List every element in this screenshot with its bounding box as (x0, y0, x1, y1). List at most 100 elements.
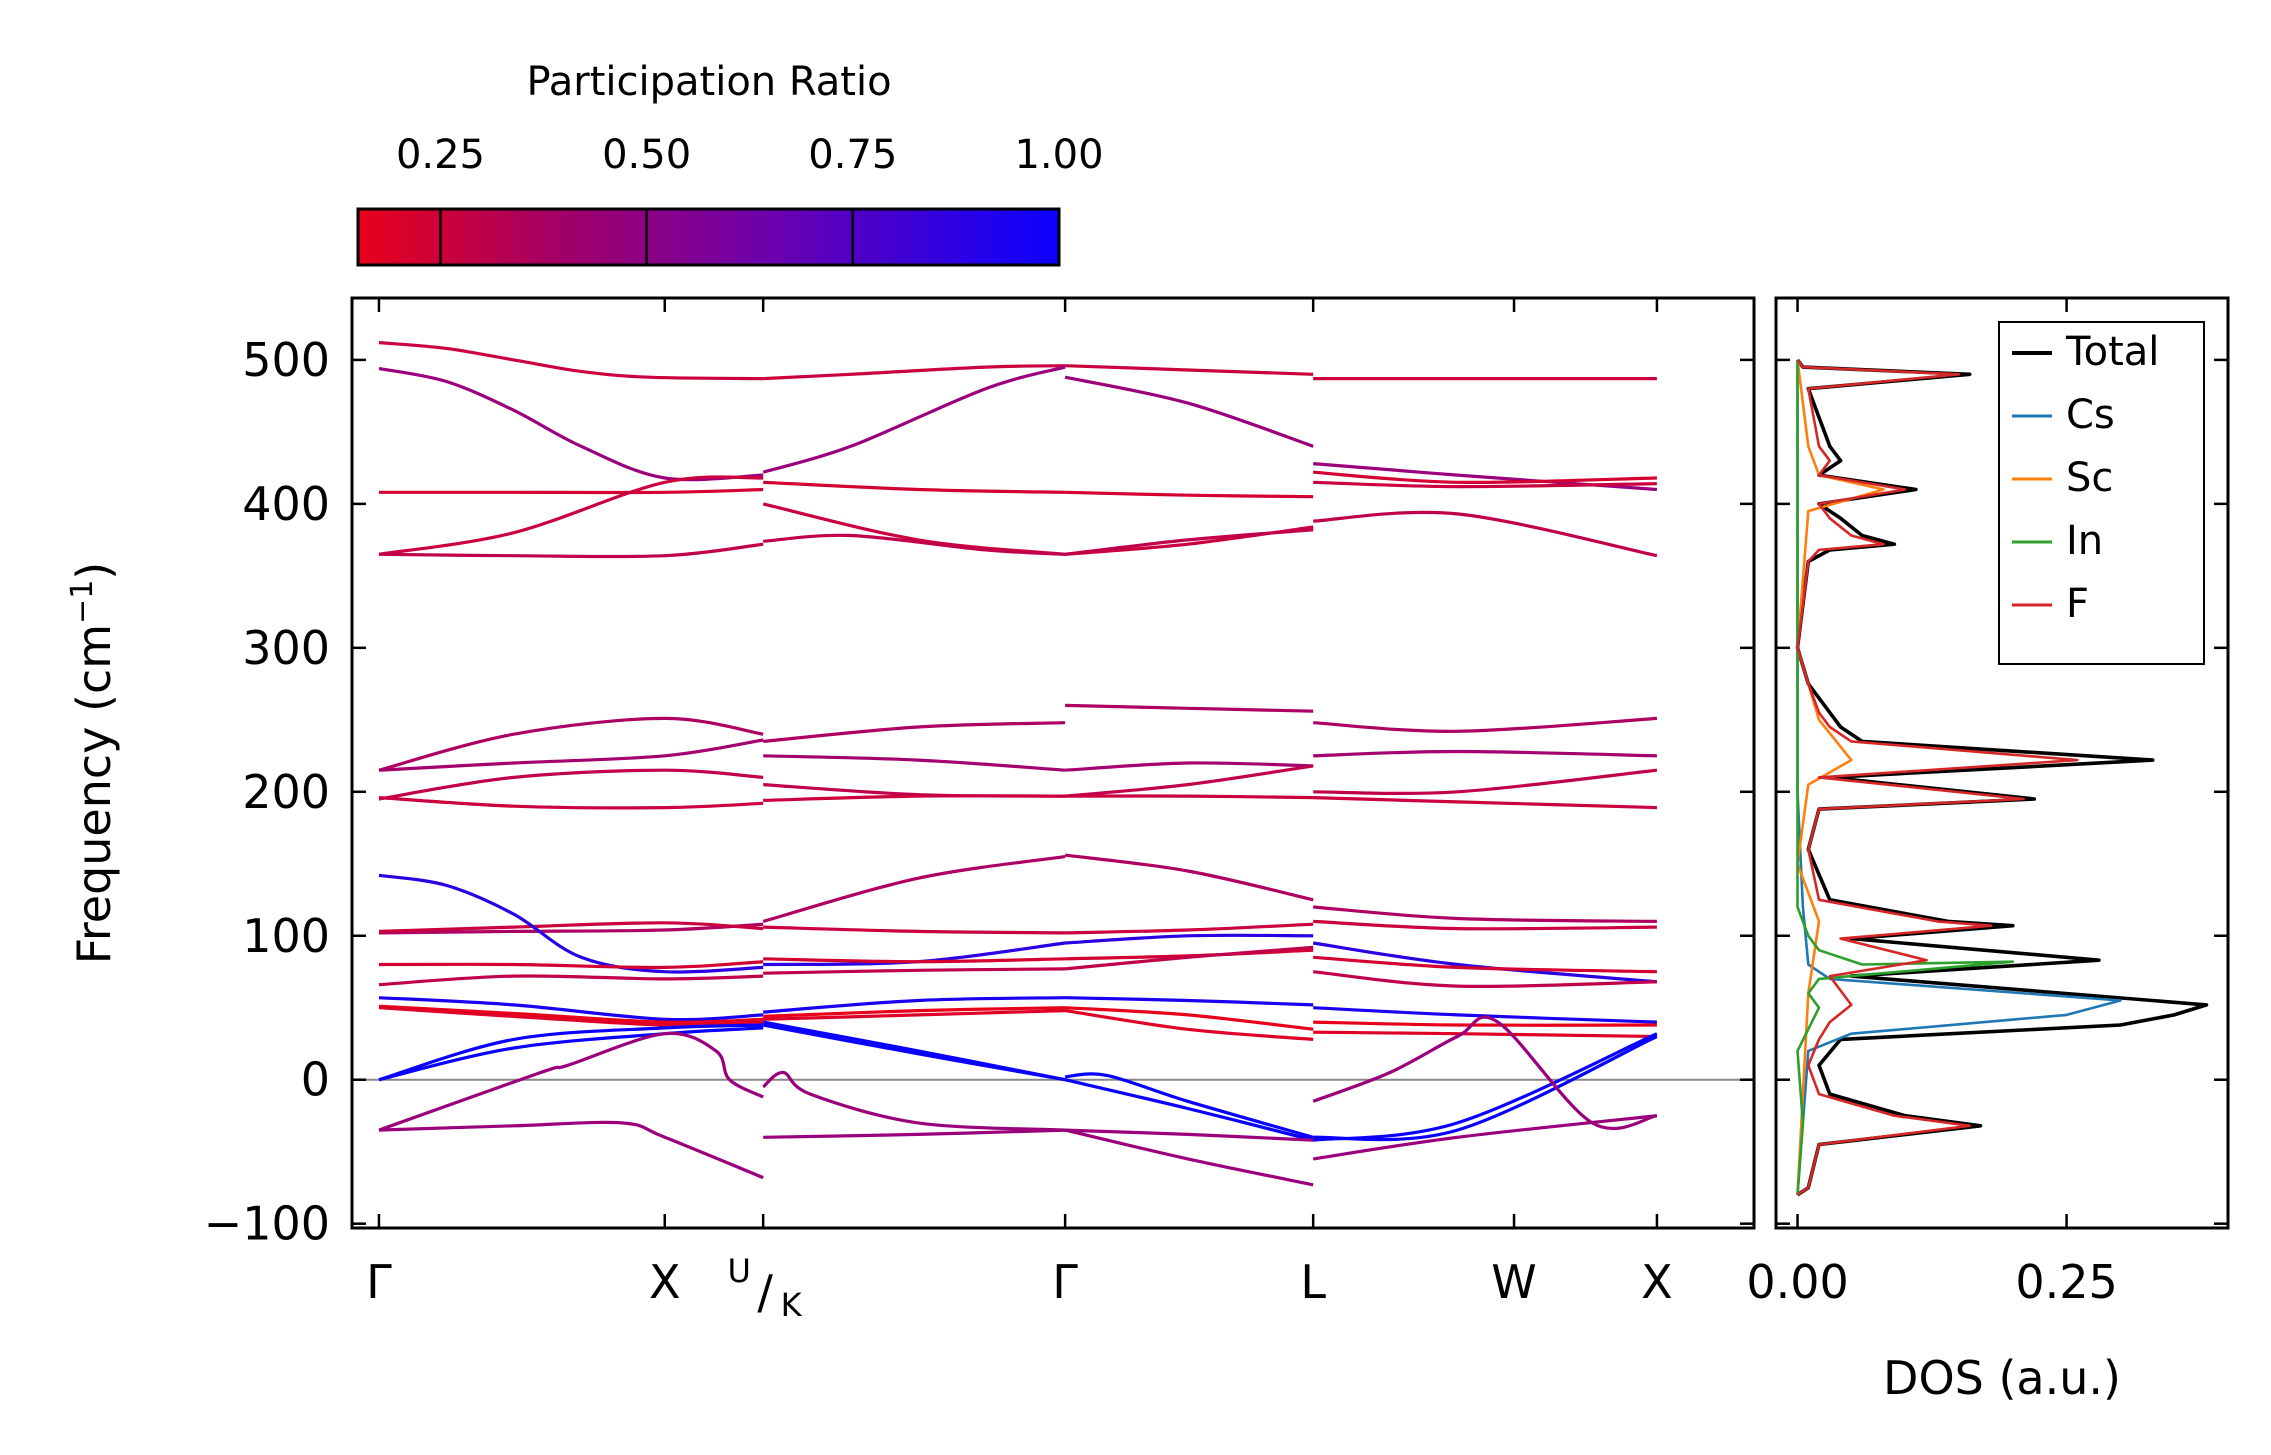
frequency-axis-label-exponent: −1 (65, 580, 100, 624)
band-line-b21 (378, 1031, 764, 1132)
band-line-b5 (763, 533, 1066, 556)
band-line-b21 (1312, 1015, 1658, 1131)
legend-items: Total Cs Sc In F (2012, 329, 2159, 627)
band-line-b15 (1313, 1006, 1657, 1024)
band-line-b3 (379, 487, 764, 495)
frequency-axis-label-close: ) (67, 562, 121, 580)
band-line-b20 (763, 1128, 1066, 1139)
band-line-b5 (1313, 510, 1658, 558)
band-line-b7 (1065, 761, 1314, 772)
band-line-b14 (763, 967, 1066, 975)
band-line-b18 (1313, 1032, 1658, 1142)
band-line-b1 (763, 364, 1066, 381)
band-line-b19 (378, 1026, 764, 1082)
frequency-tick-label: 100 (242, 909, 330, 963)
frequency-tick-label: 200 (242, 765, 330, 819)
dos-axis-label: DOS (a.u.) (1883, 1351, 2121, 1405)
legend-label: Sc (2066, 455, 2113, 501)
dos-frequency-ticks (1776, 358, 2228, 1225)
band-line-b6 (1065, 703, 1314, 713)
band-line-b8 (1064, 764, 1314, 798)
band-line-b1 (1065, 364, 1314, 376)
kpoint-label: L (1300, 1255, 1326, 1309)
band-line-b1 (378, 341, 764, 381)
band-line-b14 (1313, 970, 1657, 989)
kpoint-label: W (1491, 1255, 1536, 1309)
band-line-b11 (378, 921, 764, 933)
band-line-b9 (1313, 796, 1657, 810)
kpoint-ticks: Γ X U / K Γ L W X (366, 298, 1673, 1324)
frequency-ticks: −100 0 100 200 300 400 500 (204, 333, 1754, 1251)
kpoint-label: Γ (1052, 1255, 1078, 1309)
dos-ticks: 0.00 0.25 (1746, 298, 2118, 1309)
band-line-b20 (1065, 1128, 1314, 1142)
band-line-b18 (1064, 1078, 1314, 1142)
band-line-b4 (1313, 480, 1657, 489)
band-line-b20 (378, 1120, 764, 1180)
kpoint-label-slash: / (757, 1265, 773, 1319)
colorbar-title: Participation Ratio (526, 59, 891, 105)
band-line-b17 (1064, 1009, 1314, 1041)
band-line-b5 (378, 542, 764, 559)
colorbar-tick-label: 1.00 (1014, 132, 1103, 178)
band-line-b15 (763, 996, 1066, 1014)
band-line-b13 (763, 957, 1066, 964)
band-line-b19 (1313, 1035, 1658, 1142)
band-structure-panel: −100 0 100 200 300 400 500 Γ X U / K Γ L W X Frequency… (65, 296, 1756, 1324)
dos-line-in (1796, 359, 2015, 1195)
colorbar-tick-label: 0.25 (396, 132, 485, 178)
band-line-b3 (1313, 470, 1657, 485)
colorbar (356, 207, 1061, 267)
colorbar-tick-label: 0.75 (808, 132, 897, 178)
dos-axes-frame (1774, 296, 2230, 1230)
legend-label: Cs (2066, 392, 2115, 438)
band-axes-frame (350, 296, 1756, 1230)
frequency-tick-label: 300 (242, 621, 330, 675)
frequency-tick-label: −100 (204, 1197, 330, 1251)
band-line-b11 (1313, 919, 1657, 931)
band-line-b16 (1313, 1020, 1657, 1027)
band-line-b2 (378, 366, 764, 482)
frequency-tick-label: 0 (301, 1053, 330, 1107)
band-line-b12 (378, 873, 764, 974)
frequency-tick-label: 500 (242, 333, 330, 387)
band-line-b16 (763, 1006, 1066, 1018)
band-line-b7 (1313, 749, 1657, 758)
dos-panel: 0.00 0.25 DOS (a.u.) Total Cs Sc In F (1746, 296, 2230, 1405)
band-line-b12 (1065, 933, 1314, 945)
band-line-b19 (1064, 1072, 1314, 1139)
kpoint-label: X (1641, 1255, 1673, 1309)
band-line-b10 (1064, 853, 1314, 902)
band-line-b13 (1313, 955, 1657, 974)
band-line-b21 (762, 1070, 1066, 1132)
band-line-b13 (378, 960, 764, 970)
legend-frame (1998, 321, 2205, 665)
kpoint-label: Γ (366, 1255, 392, 1309)
band-line-b9 (378, 796, 764, 810)
band-line-b8 (378, 768, 764, 801)
band-line-b7 (763, 754, 1066, 772)
band-line-b4 (378, 475, 764, 556)
legend-label: In (2066, 518, 2103, 564)
band-line-b16 (378, 1004, 764, 1024)
band-line-b11 (1065, 922, 1314, 935)
band-line-b17 (1313, 1030, 1657, 1039)
dos-line-f (1796, 359, 2079, 1196)
dos-tick-label: 0.25 (2015, 1255, 2117, 1309)
band-line-b15 (378, 996, 764, 1022)
band-lines (378, 341, 1658, 1187)
band-line-b6 (1313, 716, 1658, 733)
band-line-b14 (1064, 945, 1314, 971)
band-line-b9 (1065, 794, 1314, 800)
colorbar-tick-labels: 0.25 0.50 0.75 1.00 (396, 132, 1104, 178)
frequency-tick-label: 400 (242, 477, 330, 531)
legend-label: F (2066, 581, 2089, 627)
band-line-b7 (378, 738, 764, 772)
band-line-b21 (1064, 1128, 1314, 1187)
band-line-b11 (763, 925, 1066, 935)
legend-label: Total (2065, 329, 2159, 375)
band-line-b5 (1064, 528, 1314, 556)
band-line-b3 (763, 480, 1066, 494)
band-line-b6 (763, 721, 1066, 743)
